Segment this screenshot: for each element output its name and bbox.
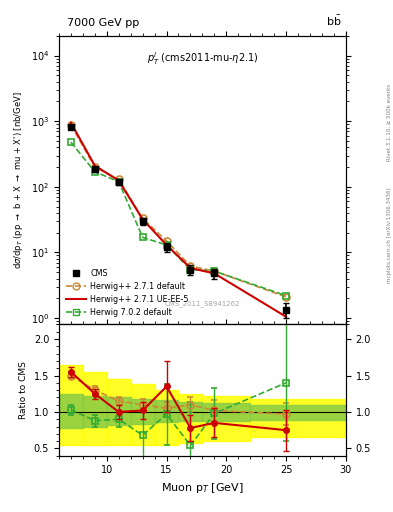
Text: b$\bar{\mathrm{b}}$: b$\bar{\mathrm{b}}$ [327,14,342,28]
Legend: CMS, Herwig++ 2.7.1 default, Herwig++ 2.7.1 UE-EE-5, Herwig 7.0.2 default: CMS, Herwig++ 2.7.1 default, Herwig++ 2.… [63,266,192,321]
Text: CMS_2011_S8941262: CMS_2011_S8941262 [165,301,240,307]
X-axis label: Muon p$_T$ [GeV]: Muon p$_T$ [GeV] [161,481,244,495]
Text: Rivet 3.1.10, ≥ 500k events: Rivet 3.1.10, ≥ 500k events [387,84,392,161]
Text: mcplots.cern.ch [arXiv:1306.3436]: mcplots.cern.ch [arXiv:1306.3436] [387,188,392,283]
Y-axis label: Ratio to CMS: Ratio to CMS [19,361,28,419]
Text: 7000 GeV pp: 7000 GeV pp [67,18,139,28]
Y-axis label: d$\sigma$/dp$_T$ (pp $\rightarrow$ b + X $\rightarrow$ mu + X') [nb/GeV]: d$\sigma$/dp$_T$ (pp $\rightarrow$ b + X… [12,91,25,269]
Text: $p_T^l$ (cms2011-mu-$\eta$2.1): $p_T^l$ (cms2011-mu-$\eta$2.1) [147,50,258,67]
